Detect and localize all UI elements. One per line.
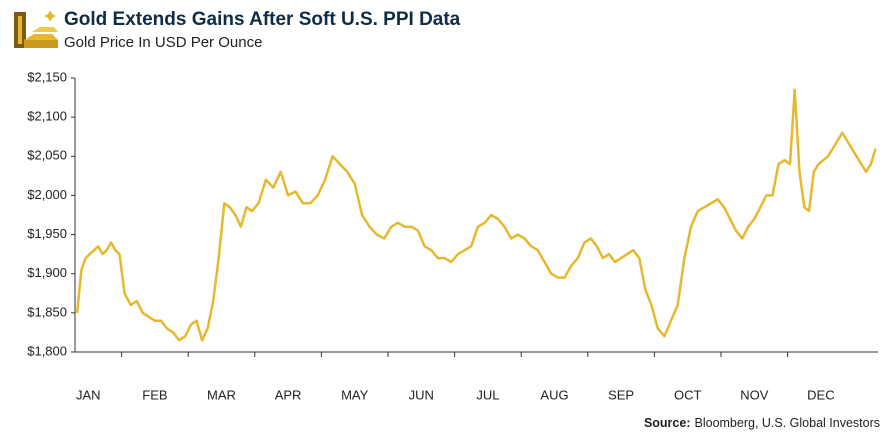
y-tick-label: $2,000 (27, 187, 67, 202)
x-tick-label: FEB (142, 387, 167, 402)
logo-icon (14, 10, 58, 48)
x-tick-label: OCT (674, 387, 702, 402)
x-tick-label: DEC (807, 387, 834, 402)
y-tick-label: $1,850 (27, 304, 67, 319)
x-tick-label: JUL (476, 387, 499, 402)
x-tick-label: MAY (341, 387, 369, 402)
source-text: Bloomberg, U.S. Global Investors (695, 416, 881, 430)
y-tick-label: $1,950 (27, 226, 67, 241)
chart-subtitle: Gold Price In USD Per Ounce (64, 34, 262, 51)
x-tick-label: MAR (207, 387, 236, 402)
y-tick-label: $2,150 (27, 69, 67, 84)
price-line (75, 88, 877, 342)
x-tick-label: JUN (409, 387, 434, 402)
y-tick-label: $1,900 (27, 265, 67, 280)
chart-title: Gold Extends Gains After Soft U.S. PPI D… (64, 9, 461, 30)
y-tick-label: $1,800 (27, 343, 67, 358)
x-tick-label: SEP (608, 387, 634, 402)
x-tick-label: JAN (76, 387, 101, 402)
y-tick-label: $2,100 (27, 109, 67, 124)
source-label: Source: (644, 416, 691, 430)
source: Source: Bloomberg, U.S. Global Investors (644, 416, 880, 430)
x-tick-label: APR (275, 387, 302, 402)
x-tick-label: NOV (740, 387, 769, 402)
y-tick-label: $2,050 (27, 148, 67, 163)
x-tick-label: AUG (540, 387, 568, 402)
